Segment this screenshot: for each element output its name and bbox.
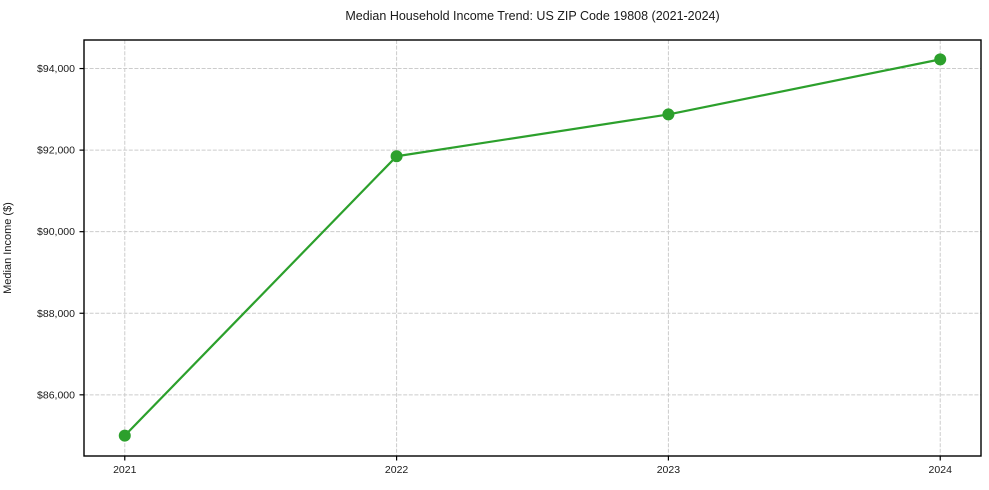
x-tick-label: 2024 [929,464,953,476]
data-point-2023 [662,108,675,121]
y-tick-label: $88,000 [37,308,75,320]
x-tick-label: 2023 [657,464,681,476]
y-tick-label: $92,000 [37,145,75,157]
data-point-2022 [390,150,403,163]
x-tick-label: 2021 [113,464,137,476]
plot-frame [83,39,982,457]
chart-title: Median Household Income Trend: US ZIP Co… [345,9,720,23]
y-tick-label: $94,000 [37,63,75,75]
trend-line [123,58,942,437]
y-axis-label: Median Income ($) [2,202,14,294]
x-tick-label: 2022 [385,464,409,476]
y-tick-label: $86,000 [37,389,75,401]
y-tick-label: $90,000 [37,226,75,238]
data-point-2024 [934,53,947,66]
data-point-2021 [118,429,131,442]
